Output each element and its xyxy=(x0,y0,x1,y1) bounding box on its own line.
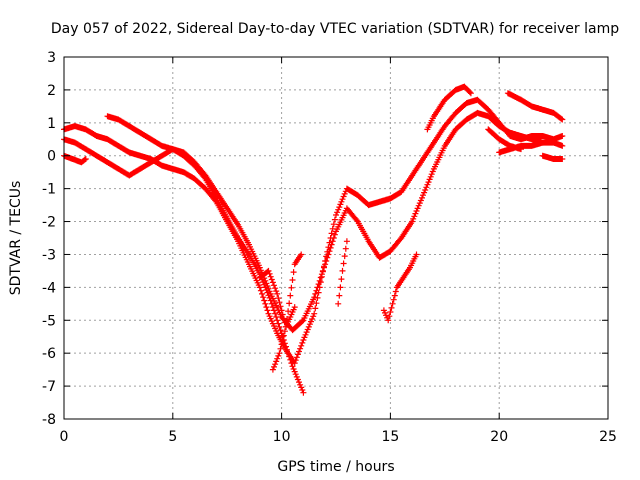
y-tick-label: 3 xyxy=(47,50,56,66)
series-points xyxy=(269,304,298,373)
y-tick-label: -4 xyxy=(42,280,56,296)
x-tick-label: 20 xyxy=(490,429,508,445)
series-points xyxy=(256,251,305,330)
y-tick-label: -8 xyxy=(42,412,56,428)
series xyxy=(380,251,420,324)
plot-frame xyxy=(63,56,609,420)
y-tick-label: 0 xyxy=(47,149,56,165)
series xyxy=(256,251,305,330)
series xyxy=(269,304,298,373)
series-points xyxy=(380,251,420,324)
series xyxy=(504,90,566,123)
series-points xyxy=(61,96,566,367)
data-layer xyxy=(61,83,566,396)
chart-title: Day 057 of 2022, Sidereal Day-to-day VTE… xyxy=(51,21,619,37)
y-tick-label: -6 xyxy=(42,346,56,362)
series xyxy=(424,83,474,133)
series-points xyxy=(424,83,474,133)
y-tick-label: 1 xyxy=(47,116,56,132)
y-tick-label: -2 xyxy=(42,215,56,231)
grid-layer xyxy=(64,57,608,419)
series-points xyxy=(539,152,566,162)
y-tick-label: -5 xyxy=(42,313,56,329)
y-axis-label: SDTVAR / TECUs xyxy=(8,181,24,296)
x-tick-label: 5 xyxy=(168,429,177,445)
series xyxy=(104,113,307,396)
series-points xyxy=(504,90,566,123)
y-tick-label: -3 xyxy=(42,247,56,263)
x-axis-label: GPS time / hours xyxy=(277,459,394,475)
x-tick-label: 10 xyxy=(273,429,291,445)
y-tick-label: -1 xyxy=(42,182,56,198)
series-points xyxy=(496,139,546,156)
series xyxy=(539,152,566,162)
tick-layer: 0 5 10 15 20 25 -8 -7 -6 -5 -4 -3 -2 -1 0 1 2 3 xyxy=(42,50,617,445)
x-tick-label: 25 xyxy=(599,429,617,445)
series-points xyxy=(61,152,89,166)
series xyxy=(61,152,89,166)
x-tick-label: 15 xyxy=(381,429,399,445)
x-tick-label: 0 xyxy=(60,429,69,445)
series-points xyxy=(335,238,350,307)
series xyxy=(335,238,350,307)
series-points xyxy=(104,113,307,396)
series xyxy=(61,96,566,367)
series xyxy=(496,139,546,156)
y-tick-label: 2 xyxy=(47,83,56,99)
y-tick-label: -7 xyxy=(42,379,56,395)
